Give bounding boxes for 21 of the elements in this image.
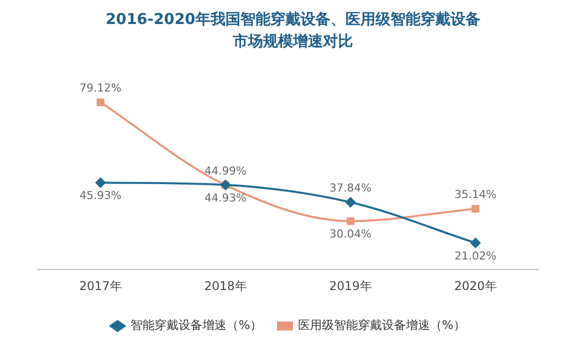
data-label: 35.14% <box>454 188 496 202</box>
data-label: 21.02% <box>454 249 496 262</box>
chart-title: 2016-2020年我国智能穿戴设备、医用级智能穿戴设备市场规模增速对比 <box>104 9 482 52</box>
legend-label: 智能穿戴设备增速（%） <box>130 318 262 332</box>
point <box>470 238 480 248</box>
data-label: 44.99% <box>204 164 246 178</box>
data-label: 44.93% <box>204 191 246 204</box>
point <box>96 178 106 188</box>
point <box>96 98 104 106</box>
x-tick-label: 2017年 <box>79 278 122 293</box>
point <box>346 217 354 225</box>
data-label: 30.04% <box>330 227 372 240</box>
x-tick-label: 2019年 <box>329 278 372 293</box>
point <box>346 197 356 208</box>
x-tick-label: 2018年 <box>204 278 247 293</box>
x-tick-label: 2020年 <box>454 278 497 293</box>
data-label: 79.12% <box>80 82 122 95</box>
data-label: 45.93% <box>80 189 122 202</box>
point <box>472 204 480 213</box>
data-label: 37.84% <box>330 182 372 195</box>
legend-label: 医用级智能穿戴设备增速（%） <box>298 318 466 332</box>
